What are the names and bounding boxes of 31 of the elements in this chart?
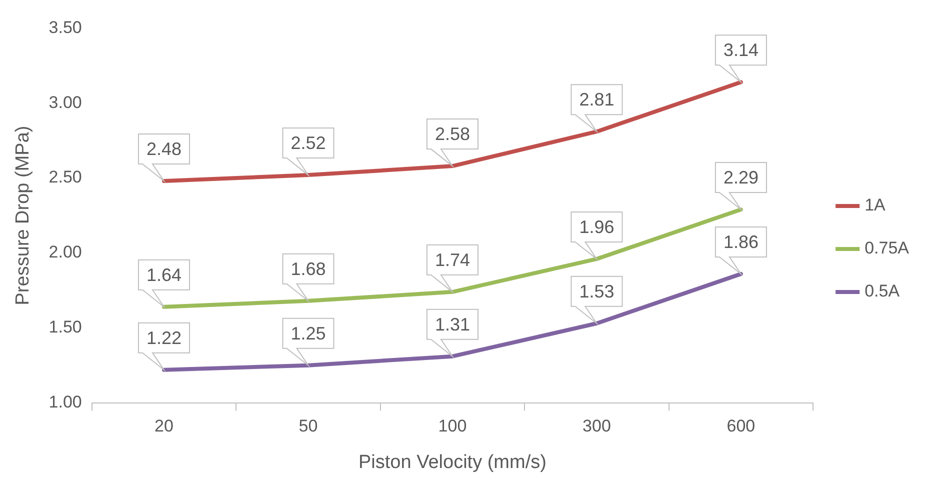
data-label: 2.58 xyxy=(434,124,470,144)
x-tick-label: 20 xyxy=(154,416,174,436)
legend-label: 0.75A xyxy=(864,238,910,258)
y-axis-title: Pressure Drop (MPa) xyxy=(12,126,34,306)
data-label: 1.22 xyxy=(146,328,182,348)
y-tick-label: 3.00 xyxy=(48,92,82,112)
x-tick-label: 50 xyxy=(298,416,318,436)
data-label: 1.25 xyxy=(290,323,326,344)
y-tick-label: 2.00 xyxy=(48,242,82,262)
y-tick-label: 1.50 xyxy=(48,318,82,337)
data-label: 1.64 xyxy=(146,264,182,285)
data-label: 1.74 xyxy=(434,250,470,270)
y-tick-label: 1.00 xyxy=(48,392,82,412)
data-label: 1.86 xyxy=(723,232,758,252)
data-label: 2.81 xyxy=(579,90,614,110)
x-tick-label: 300 xyxy=(582,416,611,436)
data-label: 1.68 xyxy=(290,258,326,279)
legend-label: 1A xyxy=(864,196,886,215)
data-label: 1.53 xyxy=(579,281,614,302)
x-axis-title: Piston Velocity (mm/s) xyxy=(358,452,546,473)
data-label: 2.52 xyxy=(290,133,326,154)
data-label: 2.48 xyxy=(146,139,182,160)
x-tick-label: 600 xyxy=(726,416,756,436)
y-tick-label: 3.50 xyxy=(48,18,82,37)
data-label: 3.14 xyxy=(723,40,758,60)
data-label: 2.29 xyxy=(723,167,758,188)
legend-label: 0.5A xyxy=(864,282,900,301)
data-label: 1.96 xyxy=(579,216,614,237)
data-label: 1.31 xyxy=(434,314,470,334)
y-tick-label: 2.50 xyxy=(48,168,82,187)
x-tick-label: 100 xyxy=(438,416,467,436)
